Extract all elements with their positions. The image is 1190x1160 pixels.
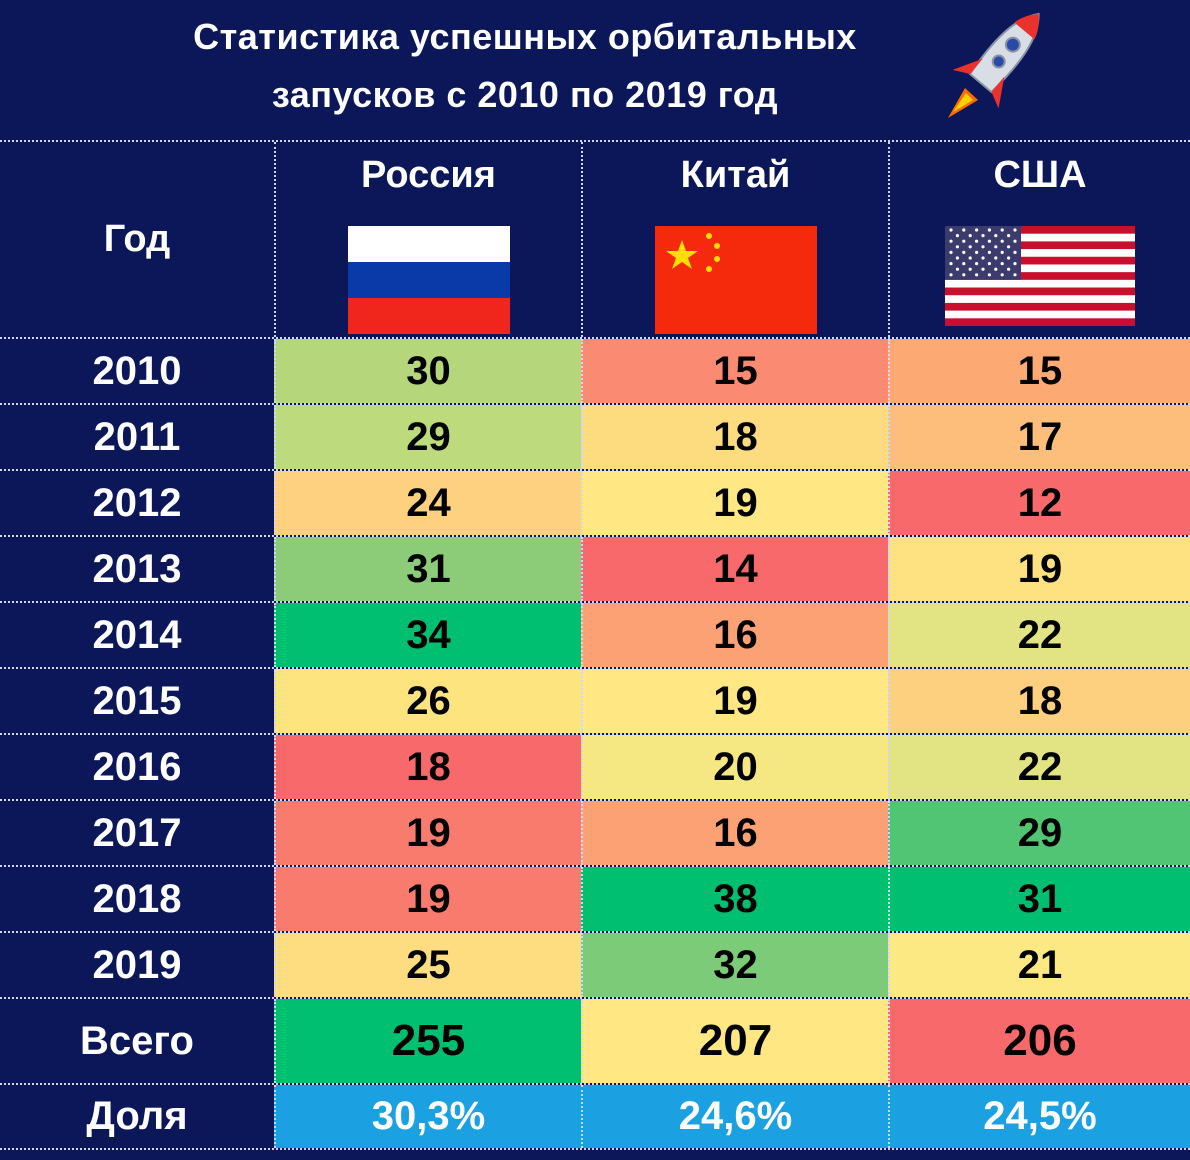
year-cell: 2019 (92, 942, 182, 987)
table-row-2010: 2010 30 15 15 (0, 337, 1190, 403)
share-row: Доля 30,3% 24,6% 24,5% (0, 1083, 1190, 1150)
china-value-cell: 19 (581, 669, 888, 733)
header-usa: США (888, 142, 1190, 337)
china-value-cell: 32 (581, 933, 888, 997)
russia-flag-icon (347, 226, 510, 334)
header-russia: Россия (274, 142, 581, 337)
china-value-cell: 14 (581, 537, 888, 601)
russia-value-cell: 31 (274, 537, 581, 601)
russia-share-cell: 30,3% (274, 1085, 581, 1148)
china-value-cell: 16 (581, 603, 888, 667)
usa-value-cell: 29 (888, 801, 1190, 865)
usa-value-cell: 21 (888, 933, 1190, 997)
rocket-icon (948, 12, 1040, 118)
year-cell: 2013 (92, 546, 182, 591)
year-cell: 2014 (92, 612, 182, 657)
russia-value-cell: 19 (274, 801, 581, 865)
country-name: Китай (680, 154, 791, 196)
usa-value-cell: 22 (888, 735, 1190, 799)
table-row-2014: 2014 34 16 22 (0, 601, 1190, 667)
usa-value-cell: 12 (888, 471, 1190, 535)
table-row-2017: 2017 19 16 29 (0, 799, 1190, 865)
year-cell: 2015 (92, 678, 182, 723)
year-cell: 2017 (92, 810, 182, 855)
header-china: Китай (581, 142, 888, 337)
russia-value-cell: 26 (274, 669, 581, 733)
usa-value-cell: 31 (888, 867, 1190, 931)
china-value-cell: 20 (581, 735, 888, 799)
total-row: Всего 255 207 206 (0, 997, 1190, 1083)
usa-value-cell: 19 (888, 537, 1190, 601)
usa-flag-icon (945, 226, 1135, 326)
russia-value-cell: 19 (274, 867, 581, 931)
china-value-cell: 16 (581, 801, 888, 865)
table-row-2018: 2018 19 38 31 (0, 865, 1190, 931)
china-value-cell: 38 (581, 867, 888, 931)
table-row-2011: 2011 29 18 17 (0, 403, 1190, 469)
russia-value-cell: 18 (274, 735, 581, 799)
share-label: Доля (86, 1094, 188, 1138)
year-cell: 2018 (92, 876, 182, 921)
china-total-cell: 207 (581, 999, 888, 1083)
china-flag-icon (654, 226, 817, 334)
usa-value-cell: 15 (888, 339, 1190, 403)
china-share-cell: 24,6% (581, 1085, 888, 1148)
russia-value-cell: 24 (274, 471, 581, 535)
country-name: Россия (361, 154, 496, 196)
russia-total-cell: 255 (274, 999, 581, 1083)
usa-value-cell: 18 (888, 669, 1190, 733)
china-value-cell: 15 (581, 339, 888, 403)
launch-table: Год Россия Китай США 2010 30 15 15 2011 29 18 1… (0, 140, 1190, 1150)
header-year: Год (103, 218, 171, 260)
year-cell: 2016 (92, 744, 182, 789)
china-value-cell: 18 (581, 405, 888, 469)
country-name: США (993, 154, 1087, 196)
page-title: Статистика успешных орбитальных запусков… (0, 8, 1050, 124)
usa-value-cell: 17 (888, 405, 1190, 469)
title-line-2: запусков с 2010 по 2019 год (271, 74, 779, 115)
china-value-cell: 19 (581, 471, 888, 535)
usa-share-cell: 24,5% (888, 1085, 1190, 1148)
year-cell: 2011 (93, 414, 181, 459)
year-cell: 2012 (92, 480, 182, 525)
russia-value-cell: 30 (274, 339, 581, 403)
header-row: Год Россия Китай США (0, 140, 1190, 337)
table-row-2012: 2012 24 19 12 (0, 469, 1190, 535)
table-row-2015: 2015 26 19 18 (0, 667, 1190, 733)
russia-value-cell: 29 (274, 405, 581, 469)
year-cell: 2010 (92, 348, 182, 393)
usa-total-cell: 206 (888, 999, 1190, 1083)
table-row-2016: 2016 18 20 22 (0, 733, 1190, 799)
total-label: Всего (80, 1018, 194, 1063)
russia-value-cell: 34 (274, 603, 581, 667)
russia-value-cell: 25 (274, 933, 581, 997)
table-row-2019: 2019 25 32 21 (0, 931, 1190, 997)
table-row-2013: 2013 31 14 19 (0, 535, 1190, 601)
title-line-1: Статистика успешных орбитальных (193, 16, 857, 57)
usa-value-cell: 22 (888, 603, 1190, 667)
